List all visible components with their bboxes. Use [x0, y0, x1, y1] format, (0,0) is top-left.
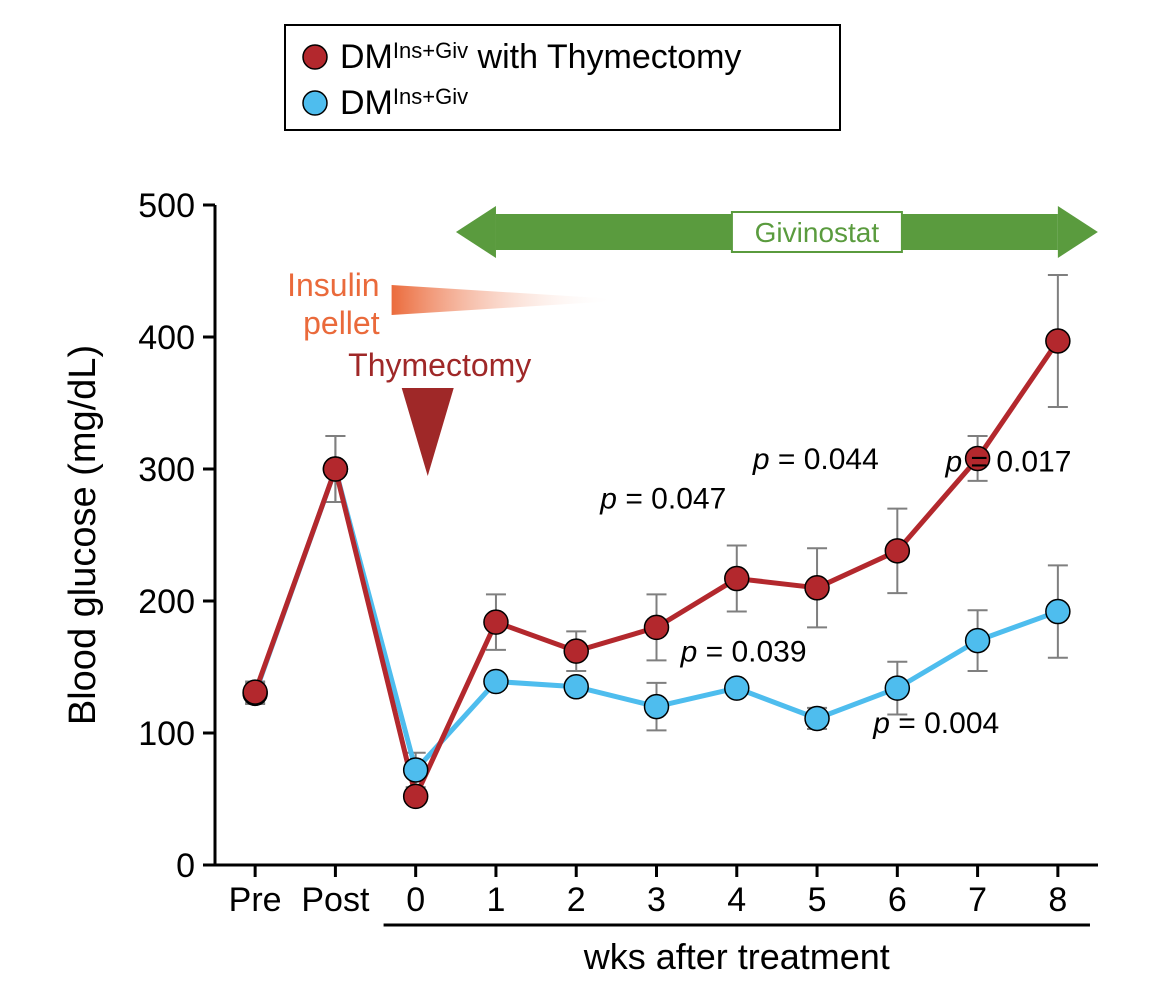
data-marker	[1046, 329, 1070, 353]
x-tick-label: 7	[968, 881, 987, 919]
data-marker	[243, 680, 267, 704]
x-axis-sublabel: wks after treatment	[583, 936, 890, 977]
y-tick-label: 100	[138, 715, 195, 753]
data-marker	[404, 784, 428, 808]
x-tick-label: 4	[727, 881, 746, 919]
givinostat-arrow: Givinostat	[456, 206, 1098, 258]
p-value: p = 0.039	[680, 636, 807, 669]
insulin-label-2: pellet	[303, 305, 380, 341]
y-tick-label: 0	[176, 847, 195, 885]
legend-marker	[303, 45, 327, 69]
p-value: p = 0.047	[599, 483, 726, 516]
data-marker	[805, 576, 829, 600]
chart-container: DMIns+Giv with ThymectomyDMIns+Giv Givino…	[0, 0, 1161, 998]
x-tick-label: 3	[647, 881, 666, 919]
data-marker	[564, 675, 588, 699]
data-marker	[805, 706, 829, 730]
x-tick-label: Pre	[229, 881, 282, 919]
data-marker	[725, 676, 749, 700]
data-marker	[1046, 600, 1070, 624]
x-tick-label: 1	[486, 881, 505, 919]
p-value: p = 0.044	[752, 443, 879, 476]
y-tick-label: 500	[138, 187, 195, 225]
insulin-pellet: Insulinpellet	[287, 267, 616, 341]
data-marker	[323, 457, 347, 481]
y-tick-label: 400	[138, 319, 195, 357]
givinostat-label: Givinostat	[755, 217, 880, 248]
line-chart: DMIns+Giv with ThymectomyDMIns+Giv Givino…	[0, 0, 1161, 998]
data-marker	[404, 758, 428, 782]
data-marker	[885, 676, 909, 700]
data-marker	[885, 539, 909, 563]
data-marker	[645, 695, 669, 719]
x-tick-label: 6	[888, 881, 907, 919]
y-tick-label: 300	[138, 451, 195, 489]
insulin-label-1: Insulin	[287, 267, 380, 303]
x-tick-label: 5	[808, 881, 827, 919]
x-tick-label: 2	[567, 881, 586, 919]
data-marker	[966, 629, 990, 653]
data-marker	[645, 615, 669, 639]
thymectomy-marker: Thymectomy	[348, 347, 531, 476]
y-tick-label: 200	[138, 583, 195, 621]
p-value: p = 0.017	[944, 446, 1071, 479]
data-marker	[484, 670, 508, 694]
thymectomy-label: Thymectomy	[348, 347, 531, 383]
legend: DMIns+Giv with ThymectomyDMIns+Giv	[285, 25, 840, 130]
x-tick-label: 0	[406, 881, 425, 919]
data-marker	[725, 567, 749, 591]
legend-marker	[303, 91, 327, 115]
p-value: p = 0.004	[872, 707, 999, 740]
y-axis-label: Blood glucose (mg/dL)	[62, 345, 104, 725]
data-marker	[564, 639, 588, 663]
x-tick-label: Post	[301, 881, 370, 919]
x-tick-label: 8	[1048, 881, 1067, 919]
data-marker	[484, 610, 508, 634]
